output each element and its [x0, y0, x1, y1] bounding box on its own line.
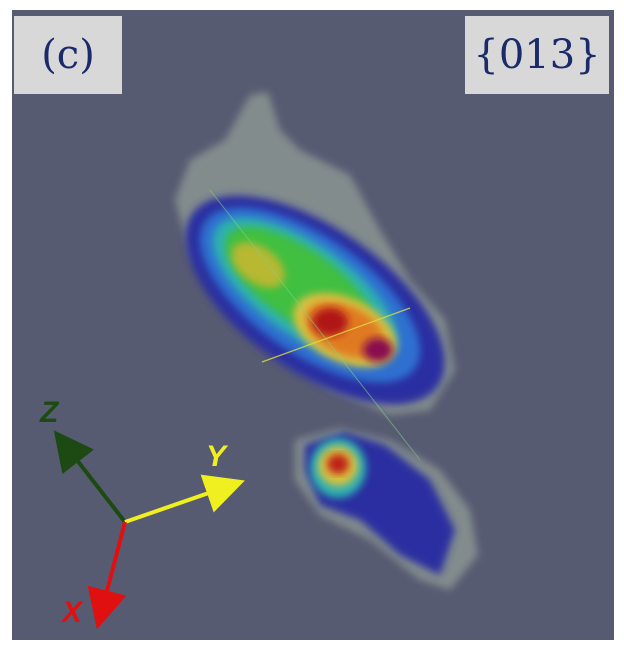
- figure-panel: Z Y X (c) {013}: [0, 0, 624, 653]
- x-axis-label: X: [60, 596, 84, 629]
- panel-label: (c): [41, 32, 95, 78]
- z-axis-label: Z: [39, 396, 60, 429]
- plane-label: {013}: [473, 32, 600, 78]
- y-axis-label: Y: [206, 440, 229, 473]
